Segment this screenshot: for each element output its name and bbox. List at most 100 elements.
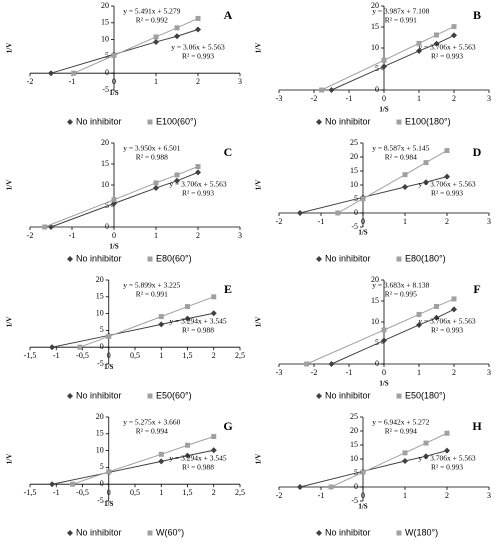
data-point bbox=[153, 184, 159, 191]
x-axis-title: 1/S bbox=[379, 380, 388, 388]
x-tick-label: -2 bbox=[276, 491, 283, 500]
legend-label: E50(180°) bbox=[405, 390, 446, 400]
x-tick-label: -1,5 bbox=[24, 351, 37, 360]
data-point bbox=[210, 310, 217, 317]
legend-marker bbox=[396, 530, 402, 536]
x-tick-label: 0 bbox=[361, 217, 365, 226]
y-axis-title: 1/V bbox=[6, 317, 14, 328]
data-point bbox=[451, 296, 457, 302]
data-point bbox=[451, 32, 457, 39]
data-point bbox=[70, 481, 76, 487]
y-axis-title: 1/V bbox=[255, 43, 263, 54]
equation: y = 3.706x + 5.563 bbox=[418, 454, 475, 463]
data-point bbox=[158, 321, 165, 328]
y-tick-label: -5 bbox=[351, 496, 358, 505]
y-tick-label: 25 bbox=[350, 138, 358, 147]
y-tick-label: 0 bbox=[100, 342, 104, 351]
y-tick-label: 0 bbox=[354, 208, 358, 217]
x-tick-label: 1 bbox=[403, 217, 407, 226]
data-point bbox=[381, 337, 387, 344]
x-axis-title: 1/S bbox=[104, 500, 113, 508]
x-tick-label: 1 bbox=[417, 94, 421, 103]
x-tick-label: -1 bbox=[69, 77, 76, 86]
x-tick-label: 2 bbox=[196, 231, 200, 240]
data-point bbox=[416, 321, 422, 328]
r-squared: R² = 0.992 bbox=[136, 16, 168, 25]
legend-marker bbox=[67, 119, 73, 125]
r-squared: R² = 0.988 bbox=[136, 153, 168, 162]
x-tick-label: -1 bbox=[346, 368, 353, 377]
r-squared: R² = 0.993 bbox=[431, 463, 463, 472]
r-squared: R² = 0.994 bbox=[385, 427, 417, 436]
x-tick-label: 2 bbox=[445, 491, 449, 500]
y-tick-label: 10 bbox=[101, 180, 109, 189]
data-point bbox=[158, 314, 164, 320]
x-tick-label: 1 bbox=[154, 77, 158, 86]
y-tick-label: 5 bbox=[354, 468, 358, 477]
x-tick-label: -1 bbox=[318, 217, 325, 226]
data-point bbox=[360, 469, 366, 475]
data-point bbox=[106, 333, 112, 339]
y-tick-label: 10 bbox=[101, 34, 109, 43]
equation: y = 3.987x + 7.108 bbox=[372, 7, 429, 16]
panel-label: A bbox=[224, 8, 233, 22]
r-squared: R² = 0.993 bbox=[182, 189, 214, 198]
y-axis-title: 1/V bbox=[6, 454, 14, 465]
r-squared: R² = 0.991 bbox=[136, 290, 168, 299]
legend-label: No inhibitor bbox=[325, 527, 371, 537]
data-point bbox=[49, 344, 56, 351]
data-point bbox=[48, 70, 54, 77]
data-point bbox=[381, 57, 387, 63]
equation: y = 3.06x + 5.563 bbox=[171, 43, 225, 52]
y-tick-label: -5 bbox=[97, 496, 104, 505]
x-tick-label: 1 bbox=[159, 351, 163, 360]
x-tick-label: 0 bbox=[112, 231, 116, 240]
y-tick-label: 15 bbox=[101, 18, 109, 27]
y-tick-label: -5 bbox=[102, 85, 109, 94]
x-tick-label: 2,5 bbox=[235, 351, 245, 360]
equation: y = 3.950x + 6.501 bbox=[123, 144, 180, 153]
x-tick-label: 1 bbox=[154, 231, 158, 240]
legend-label: W(60°) bbox=[156, 527, 184, 537]
data-point bbox=[433, 40, 440, 47]
legend-label: No inhibitor bbox=[76, 390, 122, 400]
y-tick-label: 15 bbox=[96, 292, 104, 301]
data-point bbox=[184, 315, 191, 322]
x-axis-title: 1/S bbox=[109, 89, 118, 97]
legend-marker bbox=[396, 119, 402, 125]
y-tick-label: 15 bbox=[371, 22, 379, 31]
x-tick-label: 2 bbox=[212, 488, 216, 497]
y-tick-label: 20 bbox=[101, 138, 109, 147]
x-tick-label: 3 bbox=[487, 217, 491, 226]
x-tick-label: -1 bbox=[53, 351, 60, 360]
data-point bbox=[211, 294, 217, 300]
equation: y = 5.275x + 3.660 bbox=[123, 418, 180, 427]
legend-marker bbox=[316, 256, 322, 262]
data-point bbox=[210, 447, 217, 454]
x-tick-label: 0 bbox=[361, 491, 365, 500]
equation: y = 3.706x + 5.563 bbox=[418, 180, 475, 189]
panel-label: E bbox=[224, 282, 232, 296]
x-tick-label: 2 bbox=[212, 351, 216, 360]
data-point bbox=[158, 451, 164, 457]
data-point bbox=[71, 70, 77, 76]
y-tick-label: 20 bbox=[371, 275, 379, 284]
panel-label: H bbox=[472, 419, 482, 433]
x-tick-label: -2 bbox=[27, 77, 34, 86]
data-point bbox=[211, 433, 217, 439]
data-point bbox=[195, 169, 201, 176]
data-point bbox=[49, 481, 56, 488]
legend-label: No inhibitor bbox=[76, 253, 122, 263]
x-axis-title: 1/S bbox=[358, 229, 367, 237]
equation: y = 3.706x + 5.563 bbox=[418, 43, 475, 52]
data-point bbox=[297, 484, 303, 490]
r-squared: R² = 0.993 bbox=[431, 326, 463, 335]
r-squared: R² = 0.988 bbox=[182, 463, 214, 472]
y-tick-label: 20 bbox=[101, 1, 109, 10]
data-point bbox=[174, 33, 180, 40]
data-point bbox=[297, 210, 303, 216]
legend-label: No inhibitor bbox=[325, 253, 371, 263]
legend-label: E80(60°) bbox=[156, 253, 192, 263]
y-axis-title: 1/V bbox=[255, 317, 263, 328]
data-point bbox=[153, 180, 159, 186]
